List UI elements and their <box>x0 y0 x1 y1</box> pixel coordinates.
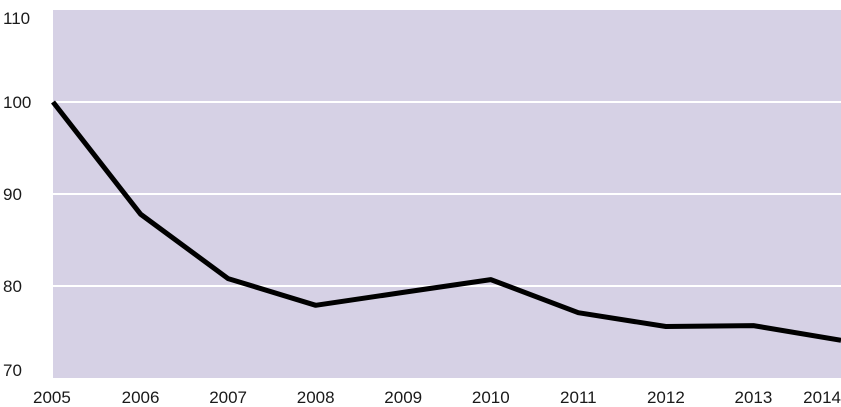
x-tick-label: 2005 <box>33 388 71 407</box>
x-axis-ticks: 2005 2006 2007 2008 2009 2010 2011 2012 2013 2014 <box>33 388 841 407</box>
y-tick-label: 100 <box>3 93 31 112</box>
x-tick-label: 2010 <box>472 388 510 407</box>
y-tick-label: 80 <box>3 277 22 296</box>
y-axis-ticks: 70 80 90 100 110 <box>3 9 31 380</box>
y-tick-label: 110 <box>3 9 30 28</box>
x-tick-label: 2013 <box>735 388 773 407</box>
x-tick-label: 2012 <box>647 388 685 407</box>
x-tick-label: 2006 <box>122 388 160 407</box>
x-tick-label: 2008 <box>297 388 335 407</box>
y-tick-label: 90 <box>3 185 22 204</box>
x-tick-label: 2014 <box>803 388 841 407</box>
y-tick-label: 70 <box>3 361 22 380</box>
x-tick-label: 2011 <box>560 388 597 407</box>
series-line <box>51 100 841 343</box>
x-tick-label: 2009 <box>384 388 422 407</box>
x-tick-label: 2007 <box>209 388 247 407</box>
